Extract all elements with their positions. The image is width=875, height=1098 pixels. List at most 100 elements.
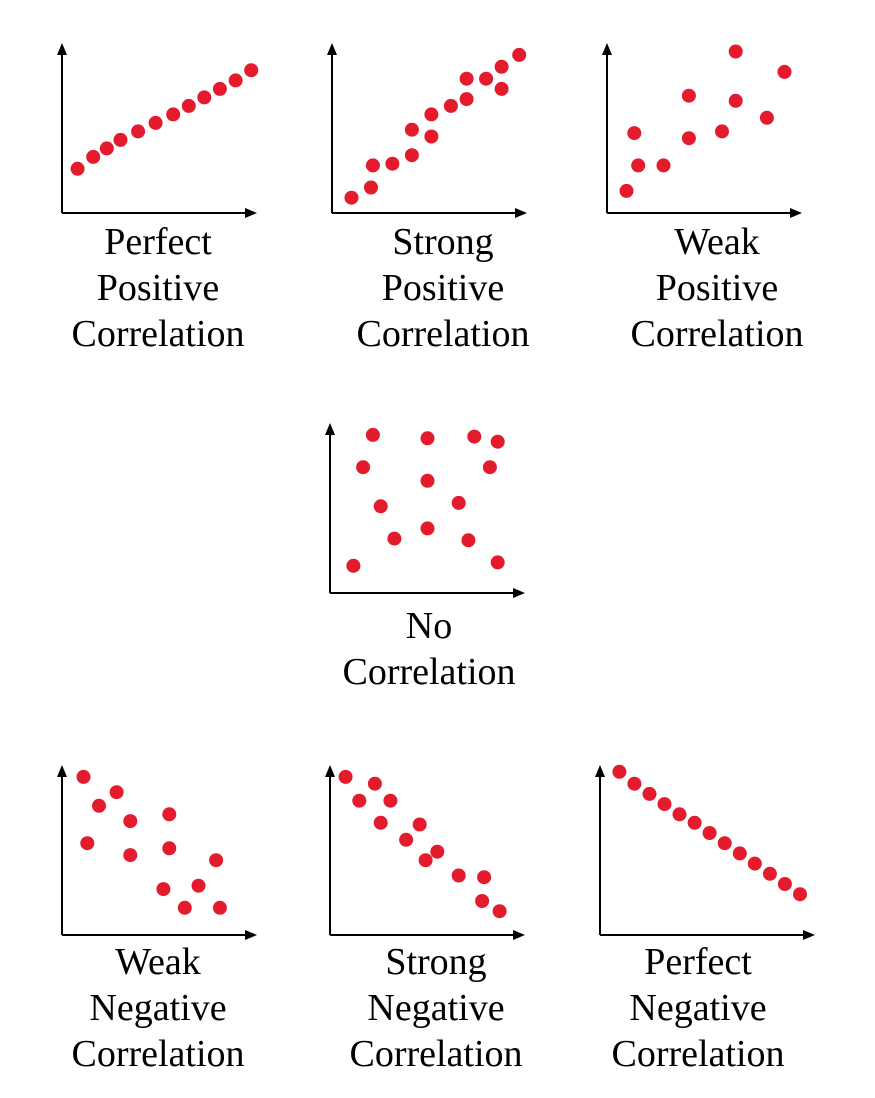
point-strong-positive-1: [344, 190, 359, 205]
point-strong-positive-9: [443, 98, 458, 113]
caption-strong-positive-line-1: Strong: [392, 221, 493, 263]
point-weak-negative-3: [92, 798, 106, 813]
caption-strong-negative-line-3: Correlation: [349, 1033, 522, 1075]
caption-strong-negative-line-2: Negative: [367, 987, 504, 1029]
point-strong-negative-8: [418, 853, 433, 868]
point-no-correlation-7: [420, 473, 435, 488]
caption-strong-negative-line-1: Strong: [385, 941, 486, 983]
point-no-correlation-3: [365, 427, 380, 442]
panel-weak-positive: Weak Positive Correlation: [602, 43, 804, 355]
point-strong-positive-15: [512, 47, 527, 62]
point-perfect-negative-11: [762, 866, 777, 881]
point-no-correlation-12: [482, 460, 497, 475]
x-arrowhead-strong-negative: [513, 930, 525, 940]
point-strong-positive-10: [459, 92, 474, 107]
point-perfect-negative-8: [717, 836, 732, 851]
points-perfect-negative: [612, 764, 807, 902]
point-strong-positive-2: [364, 180, 378, 195]
point-perfect-positive-4: [113, 132, 128, 147]
point-strong-positive-13: [494, 81, 509, 96]
point-strong-positive-5: [404, 148, 419, 163]
point-weak-negative-6: [123, 848, 138, 863]
point-perfect-positive-2: [86, 149, 101, 164]
point-perfect-positive-12: [244, 63, 259, 78]
panel-perfect-positive: Perfect Positive Correlation: [57, 43, 259, 355]
point-weak-negative-10: [177, 900, 192, 915]
panel-weak-negative: Weak Negative Correlation: [57, 765, 257, 1075]
point-strong-negative-5: [383, 793, 398, 808]
point-strong-negative-4: [373, 815, 388, 830]
point-perfect-positive-1: [70, 161, 85, 176]
axes-strong-positive: [327, 43, 527, 218]
caption-weak-negative-line-2: Negative: [89, 987, 226, 1029]
point-weak-positive-2: [627, 126, 642, 141]
caption-weak-positive-line-2: Positive: [656, 267, 778, 309]
point-no-correlation-13: [490, 434, 505, 449]
point-weak-positive-1: [619, 183, 634, 198]
point-weak-negative-13: [212, 900, 227, 915]
y-arrowhead-perfect-positive: [57, 43, 67, 55]
point-weak-positive-11: [777, 64, 792, 79]
point-weak-positive-4: [656, 158, 671, 173]
y-arrowhead-no-correlation: [325, 423, 335, 435]
point-no-correlation-2: [356, 460, 371, 475]
point-weak-positive-9: [728, 93, 743, 108]
point-weak-negative-11: [191, 878, 206, 893]
point-perfect-negative-6: [687, 815, 702, 830]
point-strong-positive-8: [424, 107, 439, 122]
point-no-correlation-8: [420, 521, 435, 536]
point-weak-positive-3: [631, 158, 646, 173]
point-strong-positive-6: [404, 122, 419, 137]
caption-no-correlation-line-2: Correlation: [342, 651, 515, 693]
panel-strong-negative: Strong Negative Correlation: [325, 765, 525, 1075]
point-weak-negative-1: [76, 769, 91, 784]
point-no-correlation-11: [467, 429, 482, 444]
caption-perfect-positive-line-1: Perfect: [104, 221, 212, 263]
point-strong-negative-7: [412, 817, 427, 832]
panel-perfect-negative: Perfect Negative Correlation: [595, 764, 815, 1075]
point-weak-positive-8: [728, 44, 743, 59]
axes-perfect-negative: [595, 765, 815, 940]
point-perfect-positive-8: [181, 98, 196, 113]
point-no-correlation-14: [490, 555, 505, 570]
point-weak-negative-7: [156, 882, 171, 897]
caption-weak-positive-line-1: Weak: [674, 221, 760, 263]
axes-weak-positive: [602, 43, 802, 218]
caption-strong-positive-line-3: Correlation: [356, 313, 529, 355]
x-arrowhead-weak-negative: [245, 930, 257, 940]
points-strong-positive: [344, 47, 527, 205]
caption-strong-positive-line-2: Positive: [382, 267, 504, 309]
point-perfect-negative-13: [793, 887, 807, 902]
point-strong-positive-11: [459, 71, 474, 86]
point-perfect-positive-3: [99, 141, 114, 156]
point-weak-negative-8: [162, 807, 177, 822]
y-arrowhead-weak-positive: [602, 43, 612, 55]
point-perfect-negative-5: [672, 807, 687, 822]
point-perfect-negative-7: [702, 826, 717, 840]
caption-perfect-positive-line-3: Correlation: [71, 313, 244, 355]
point-perfect-positive-9: [197, 90, 212, 105]
point-perfect-positive-11: [228, 73, 243, 88]
points-perfect-positive: [70, 63, 259, 176]
point-perfect-positive-7: [166, 107, 181, 122]
point-strong-negative-1: [338, 769, 353, 784]
point-perfect-positive-10: [212, 81, 227, 96]
axes-perfect-positive: [57, 43, 257, 218]
point-perfect-positive-5: [131, 124, 146, 139]
point-strong-negative-12: [477, 870, 492, 885]
point-perfect-positive-6: [148, 115, 163, 130]
point-weak-negative-5: [123, 814, 138, 829]
point-perfect-negative-2: [627, 776, 642, 791]
y-arrowhead-strong-positive: [327, 43, 337, 55]
point-strong-negative-3: [367, 776, 382, 791]
point-strong-positive-7: [424, 129, 439, 144]
point-no-correlation-1: [346, 558, 361, 573]
point-weak-positive-6: [681, 88, 696, 103]
x-arrowhead-perfect-positive: [245, 208, 257, 218]
x-arrowhead-perfect-negative: [803, 930, 815, 940]
caption-perfect-negative-line-2: Negative: [629, 987, 766, 1029]
y-arrowhead-perfect-negative: [595, 765, 605, 777]
point-weak-positive-7: [715, 124, 729, 139]
point-weak-negative-2: [80, 836, 95, 851]
